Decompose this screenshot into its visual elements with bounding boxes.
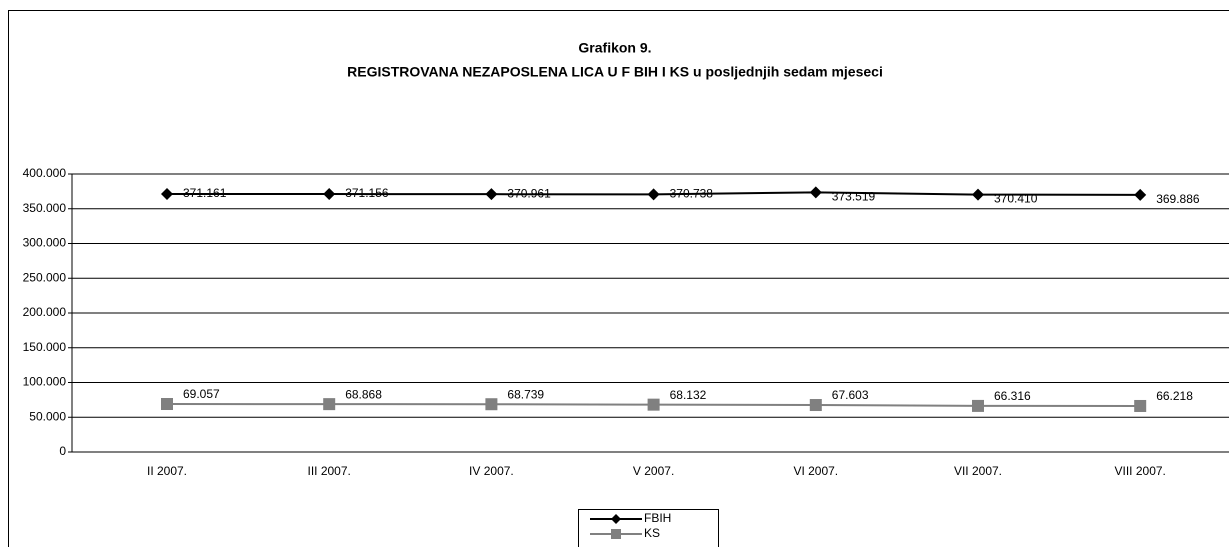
marker	[611, 514, 621, 524]
marker	[972, 399, 984, 412]
marker	[647, 188, 660, 201]
legend-box	[578, 509, 719, 547]
data-label: 373.519	[832, 190, 876, 204]
x-tick-label: III 2007.	[308, 464, 351, 478]
marker	[1134, 399, 1147, 412]
y-tick-label: 0	[59, 444, 66, 458]
data-label: 370.738	[670, 187, 714, 201]
marker	[485, 398, 498, 411]
data-label: 68.868	[345, 387, 382, 401]
marker	[1134, 188, 1147, 201]
marker	[161, 398, 173, 411]
x-tick-label: VI 2007.	[793, 464, 838, 478]
data-label: 369.886	[1156, 192, 1200, 206]
y-tick-label: 300.000	[23, 236, 67, 250]
data-label: 67.603	[832, 388, 869, 402]
marker	[485, 188, 498, 201]
chart-border	[8, 10, 1229, 547]
data-label: 371.161	[183, 186, 227, 200]
data-label: 66.218	[1156, 389, 1193, 403]
y-tick-label: 200.000	[23, 305, 67, 319]
y-tick-label: 50.000	[29, 409, 66, 423]
x-tick-label: VII 2007.	[954, 464, 1002, 478]
data-label: 68.132	[670, 388, 707, 402]
marker	[972, 188, 984, 201]
y-tick-label: 250.000	[23, 270, 67, 284]
x-tick-label: V 2007.	[633, 464, 674, 478]
data-label: 371.156	[345, 186, 389, 200]
data-label: 68.739	[507, 387, 544, 401]
marker	[323, 398, 336, 411]
chart-title: Grafikon 9.	[578, 40, 651, 56]
legend-label: KS	[644, 526, 660, 540]
x-tick-label: II 2007.	[147, 464, 187, 478]
x-tick-label: IV 2007.	[469, 464, 514, 478]
y-tick-label: 400.000	[23, 166, 67, 180]
y-tick-label: 150.000	[23, 340, 67, 354]
marker	[161, 188, 173, 201]
marker	[809, 399, 822, 412]
y-tick-label: 350.000	[23, 201, 67, 215]
data-label: 370.961	[507, 186, 551, 200]
marker	[647, 398, 660, 411]
y-tick-label: 100.000	[23, 375, 67, 389]
legend-label: FBIH	[644, 511, 671, 525]
x-tick-label: VIII 2007.	[1115, 464, 1166, 478]
marker	[323, 188, 336, 201]
marker	[611, 529, 621, 539]
data-label: 370.410	[994, 192, 1038, 206]
chart-subtitle: REGISTROVANA NEZAPOSLENA LICA U F BIH I …	[347, 64, 883, 80]
data-label: 66.316	[994, 389, 1031, 403]
marker	[809, 186, 822, 199]
data-label: 69.057	[183, 387, 220, 401]
